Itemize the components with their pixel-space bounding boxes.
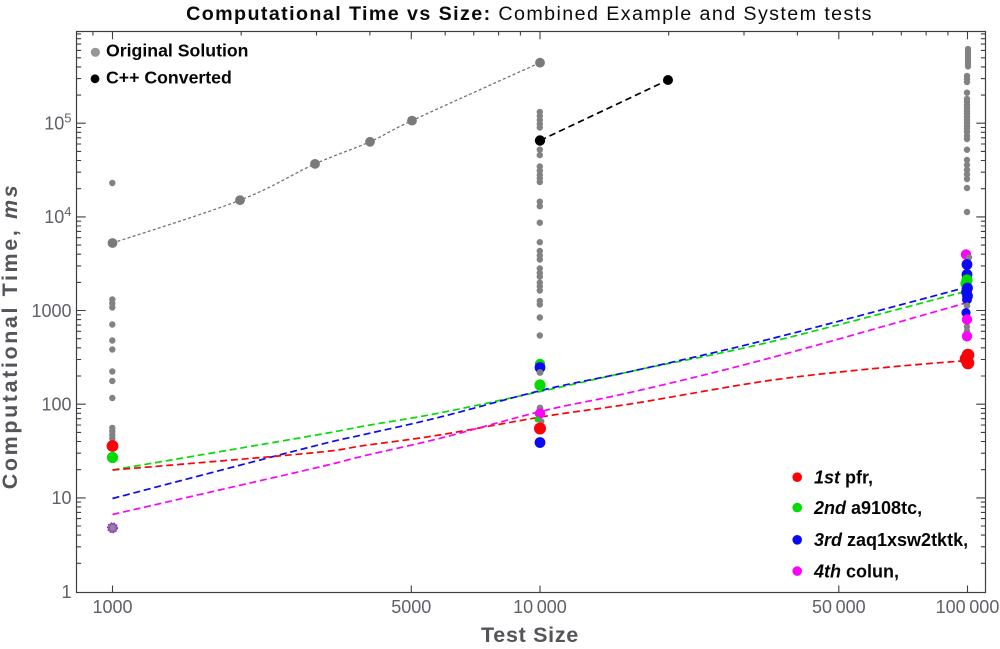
svg-text:100: 100 <box>41 395 71 415</box>
svg-text:10: 10 <box>51 488 71 508</box>
svg-text:Computational Time, ms: Computational Time, ms <box>0 183 22 489</box>
svg-text:Test Size: Test Size <box>481 623 579 647</box>
svg-text:5000: 5000 <box>391 597 431 617</box>
svg-text:4th colun,: 4th colun, <box>813 562 899 582</box>
svg-text:1000: 1000 <box>31 301 71 321</box>
svg-text:C++ Converted: C++ Converted <box>106 68 232 88</box>
svg-text:50 000: 50 000 <box>812 597 866 617</box>
svg-text:2nd a9108tc,: 2nd a9108tc, <box>813 498 922 518</box>
svg-text:100 000: 100 000 <box>936 597 1000 617</box>
svg-text:Original Solution: Original Solution <box>106 41 248 61</box>
svg-text:1000: 1000 <box>92 597 132 617</box>
svg-text:10 000: 10 000 <box>513 597 567 617</box>
svg-text:3rd zaq1xsw2tktk,: 3rd zaq1xsw2tktk, <box>814 530 968 550</box>
svg-text:1: 1 <box>61 582 71 602</box>
svg-text:Computational Time vs Size: Co: Computational Time vs Size: Combined Exa… <box>186 3 873 25</box>
svg-text:1st pfr,: 1st pfr, <box>814 468 873 488</box>
